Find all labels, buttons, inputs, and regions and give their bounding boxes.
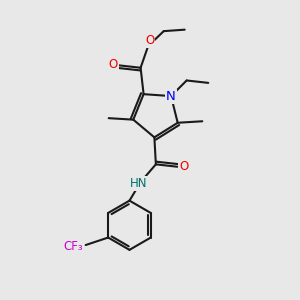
- Text: CF₃: CF₃: [63, 240, 83, 253]
- Text: HN: HN: [130, 177, 147, 190]
- Text: O: O: [179, 160, 189, 173]
- Text: O: O: [108, 58, 118, 71]
- Text: O: O: [145, 34, 154, 47]
- Text: N: N: [166, 90, 176, 103]
